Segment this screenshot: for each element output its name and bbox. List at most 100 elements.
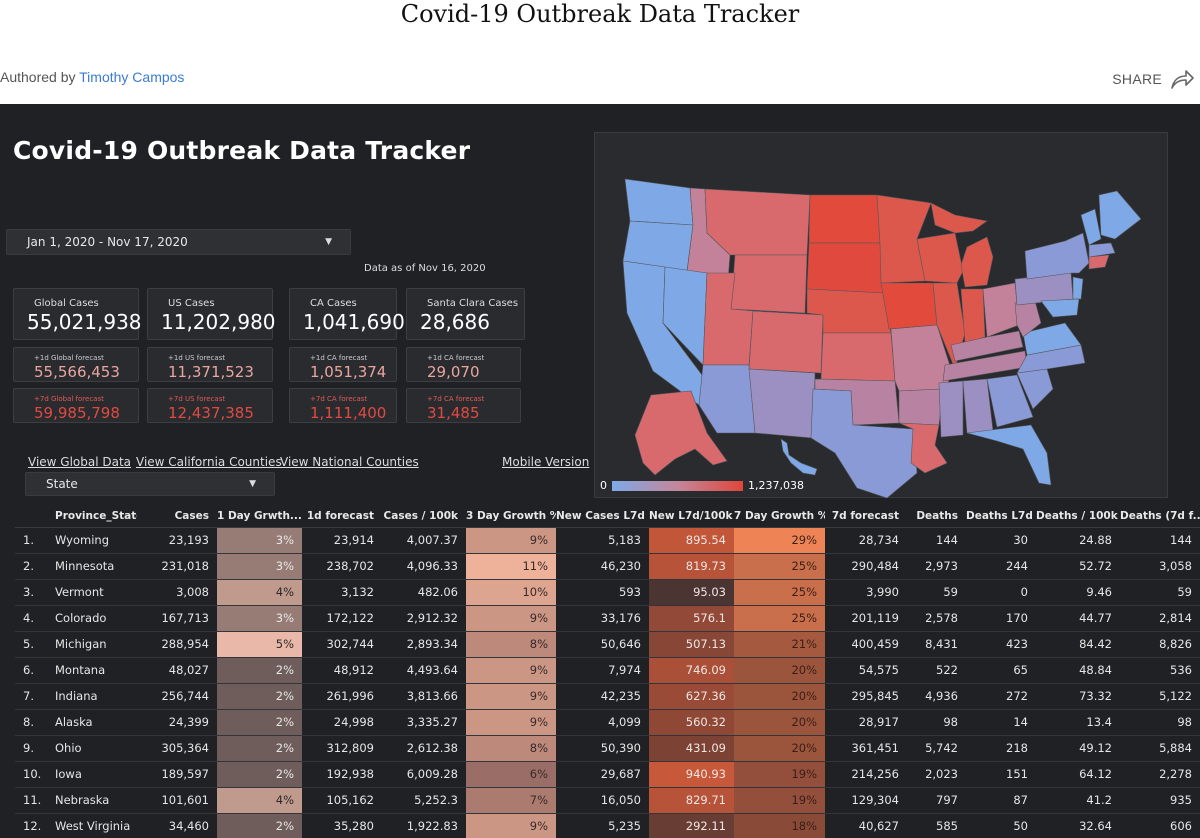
col-header-province-state[interactable]: Province_State [47,505,137,528]
row-state: Nebraska [47,787,137,814]
row-new-l7d-100k: 940.93 [649,761,734,788]
table-row[interactable]: 7. Indiana 256,744 2% 261,996 3,813.66 9% 42,23… [15,683,1200,710]
table-row[interactable]: 11. Nebraska 101,601 4% 105,162 5,252.3 7% 16,0… [15,787,1200,814]
scorecard-ca-cases: CA Cases 1,041,690 [289,288,405,340]
row-new-l7d-100k: 292.11 [649,813,734,838]
map-state-mississippi [938,380,964,438]
row-1d-forecast: 105,162 [302,787,382,814]
row-deaths-7d-forecast: 5,122 [1120,683,1200,710]
row-deaths-7d-forecast: 144 [1120,527,1200,554]
date-range-picker[interactable]: Jan 1, 2020 - Nov 17, 2020 ▼ [6,229,351,255]
row-1d-forecast: 24,998 [302,709,382,736]
row-new-l7d-100k: 819.73 [649,553,734,580]
col-header-deaths-7d-forecast[interactable]: Deaths (7d f... [1120,505,1200,528]
row-new-l7d-100k: 576.1 [649,605,734,632]
forecast-value: 11,371,523 [168,363,254,381]
row-state: Alaska [47,709,137,736]
row-7d-forecast: 28,917 [825,709,907,736]
map-state-alaska [634,390,728,476]
view-national-counties-link[interactable]: View National Counties [280,455,419,469]
mobile-version-link[interactable]: Mobile Version [502,455,590,469]
table-row[interactable]: 5. Michigan 288,954 5% 302,744 2,893.34 8% 50,6… [15,631,1200,658]
map-state-north-dakota [808,194,881,244]
table-row[interactable]: 9. Ohio 305,364 2% 312,809 2,612.38 8% 50,390 43… [15,735,1200,762]
col-header-1-day-growth[interactable]: 1 Day Grwth... [217,505,302,528]
col-header-7-day-growth[interactable]: 7 Day Growth % ▾ [734,505,825,528]
row-7d-forecast: 290,484 [825,553,907,580]
table-row[interactable]: 1. Wyoming 23,193 3% 23,914 4,007.37 9% 5,183 89… [15,527,1200,554]
map-state-arkansas [898,388,944,426]
row-7-day-growth: 19% [734,787,825,814]
forecast-1d-santa-clara: +1d CA forecast 29,070 [406,347,521,382]
forecast-value: 59,985,798 [34,404,120,422]
row-deaths-7d-forecast: 536 [1120,657,1200,684]
row-deaths-100k: 73.32 [1036,683,1120,710]
map-state-hawaii [780,438,818,476]
col-header-index[interactable] [15,505,47,528]
col-header-new-l7d-100k[interactable]: New L7d/100k [649,505,734,528]
us-map-svg[interactable] [595,133,1169,499]
row-cases-100k: 3,335.27 [382,709,466,736]
table-row[interactable]: 4. Colorado 167,713 3% 172,122 2,912.32 9% 33,1… [15,605,1200,632]
row-7-day-growth: 20% [734,657,825,684]
row-new-l7d-100k: 895.54 [649,527,734,554]
row-deaths-7d-forecast: 98 [1120,709,1200,736]
row-1d-forecast: 302,744 [302,631,382,658]
scorecard-label: Global Cases [34,298,99,309]
col-header-deaths-100k[interactable]: Deaths / 100k [1036,505,1120,528]
map-state-indiana [960,288,986,344]
row-cases-100k: 3,813.66 [382,683,466,710]
row-deaths-7d-forecast: 2,814 [1120,605,1200,632]
row-index: 9. [15,735,47,762]
forecast-value: 31,485 [427,404,480,422]
table-header: Province_State Cases 1 Day Grwth... 1d f… [15,505,1200,528]
forecast-label: +7d CA forecast [310,395,368,403]
caret-down-icon: ▼ [249,479,256,489]
table-row[interactable]: 2. Minnesota 231,018 3% 238,702 4,096.33 11% 46… [15,553,1200,580]
scorecard-label: US Cases [168,298,215,309]
row-deaths-100k: 24.88 [1036,527,1120,554]
map-state-michigan [960,236,994,288]
row-new-cases-l7d: 4,099 [556,709,649,736]
row-1-day-growth: 4% [217,579,302,606]
col-header-1d-forecast[interactable]: 1d forecast [302,505,382,528]
forecast-label: +7d US forecast [168,395,226,403]
state-filter-dropdown[interactable]: State ▼ [25,472,275,496]
view-california-counties-link[interactable]: View California Counties [136,455,282,469]
table-row[interactable]: 8. Alaska 24,399 2% 24,998 3,335.27 9% 4,099 560… [15,709,1200,736]
col-header-7d-forecast[interactable]: 7d forecast [825,505,907,528]
row-7-day-growth: 20% [734,709,825,736]
forecast-label: +7d CA forecast [427,395,485,403]
map-state-virginia [1022,322,1082,356]
scorecard-us-cases: US Cases 11,202,980 [147,288,276,340]
us-choropleth-map[interactable]: 0 1,237,038 [594,132,1169,499]
forecast-label: +1d CA forecast [310,354,368,362]
row-deaths-100k: 64.12 [1036,761,1120,788]
table-row[interactable]: 6. Montana 48,027 2% 48,912 4,493.64 9% 7,974 74… [15,657,1200,684]
author-prefix: Authored by [0,69,76,85]
row-1d-forecast: 3,132 [302,579,382,606]
table-row[interactable]: 12. West Virginia 34,460 2% 35,280 1,922.83 9%… [15,813,1200,838]
table-row[interactable]: 10. Iowa 189,597 2% 192,938 6,009.28 6% 29,687 9… [15,761,1200,788]
row-deaths-l7d: 218 [966,735,1036,762]
author-name-link[interactable]: Timothy Campos [79,69,185,85]
col-header-deaths[interactable]: Deaths [907,505,966,528]
row-3-day-growth: 7% [466,787,556,814]
scorecard-santa-clara-cases: Santa Clara Cases 28,686 [406,288,525,340]
col-header-deaths-l7d[interactable]: Deaths L7d [966,505,1036,528]
row-cases-100k: 6,009.28 [382,761,466,788]
col-header-3-day-growth[interactable]: 3 Day Growth % [466,505,556,528]
row-new-l7d-100k: 746.09 [649,657,734,684]
table-body: 1. Wyoming 23,193 3% 23,914 4,007.37 9% 5,183 89… [15,527,1200,838]
row-cases: 167,713 [137,605,217,632]
col-header-cases[interactable]: Cases [137,505,217,528]
col-header-cases-100k[interactable]: Cases / 100k [382,505,466,528]
table-row[interactable]: 3. Vermont 3,008 4% 3,132 482.06 10% 593 95.03 25… [15,579,1200,606]
share-button[interactable]: SHARE [1112,66,1194,92]
forecast-label: +7d Global forecast [34,395,104,403]
row-new-l7d-100k: 507.13 [649,631,734,658]
row-1-day-growth: 2% [217,813,302,838]
view-global-data-link[interactable]: View Global Data [28,455,132,469]
map-state-maryland-delaware [1040,298,1080,318]
col-header-new-cases-l7d[interactable]: New Cases L7d [556,505,649,528]
